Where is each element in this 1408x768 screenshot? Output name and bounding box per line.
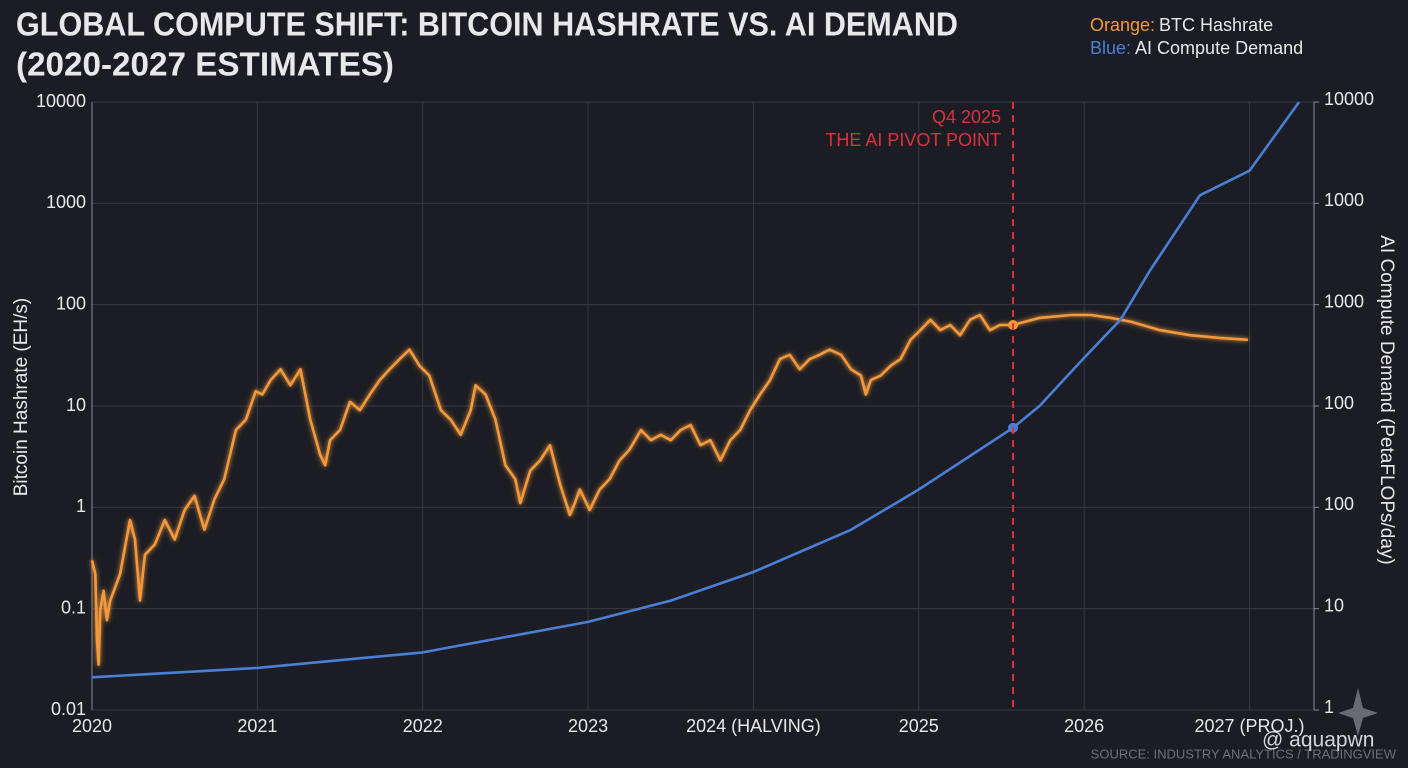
watermark: @ aquapwn: [1262, 729, 1374, 752]
legend-entry: Orange: BTC Hashrate: [1090, 15, 1273, 35]
y-tick-label: 10000: [36, 91, 86, 111]
x-tick-label: 2020: [72, 716, 112, 736]
legend-entry: Blue: AI Compute Demand: [1090, 38, 1303, 58]
x-tick-label: 2022: [403, 716, 443, 736]
annotation-text: Q4 2025: [932, 107, 1001, 127]
y-tick-label: 0.01: [51, 699, 86, 719]
x-tick-label: 2025: [899, 716, 939, 736]
y2-tick-label: 1000: [1324, 190, 1364, 210]
watermark-icon: [1338, 688, 1378, 736]
y-axis-title: Bitcoin Hashrate (EH/s): [11, 298, 32, 497]
y2-tick-label: 100: [1324, 494, 1354, 514]
legend-prefix: Orange:: [1090, 15, 1155, 35]
y-tick-label: 0.1: [61, 597, 86, 617]
x-tick-label: 2024 (HALVING): [686, 716, 821, 736]
source-note: SOURCE: INDUSTRY ANALYTICS / TRADINGVIEW: [1091, 746, 1397, 761]
plot-area: Q4 2025 THE AI PIVOT POINT: [90, 101, 1301, 710]
chart-title: (2020-2027 ESTIMATES): [16, 46, 394, 83]
y2-tick-label: 10: [1324, 595, 1344, 615]
y-tick-label: 1: [76, 496, 86, 516]
y2-tick-label: 100: [1324, 393, 1354, 413]
legend: Orange: BTC Hashrate Blue: AI Compute Deman…: [1090, 15, 1303, 58]
y-tick-label: 10: [66, 395, 86, 415]
annotation-text: THE AI PIVOT POINT: [825, 130, 1001, 150]
x-tick-label: 2026: [1064, 716, 1104, 736]
y-tick-label: 100: [56, 293, 86, 313]
chart-title: GLOBAL COMPUTE SHIFT: BITCOIN HASHRATE V…: [16, 6, 958, 43]
x-tick-label: 2021: [237, 716, 277, 736]
series-line: [90, 313, 1248, 666]
legend-prefix: Blue:: [1090, 38, 1131, 58]
series-line: [91, 101, 1301, 679]
grid: [91, 101, 1319, 711]
y-tick-label: 1000: [46, 192, 86, 212]
x-tick-label: 2023: [568, 716, 608, 736]
legend-label: AI Compute Demand: [1135, 38, 1303, 58]
legend-label: BTC Hashrate: [1159, 15, 1273, 35]
x-tick-label: 2027 (PROJ.): [1194, 716, 1304, 736]
y2-axis-title: AI Compute Demand (PetaFLOPs/day): [1376, 235, 1397, 564]
y2-tick-label: 1: [1324, 697, 1334, 717]
y2-tick-label: 10000: [1324, 89, 1374, 109]
y2-tick-label: 1000: [1324, 291, 1364, 311]
